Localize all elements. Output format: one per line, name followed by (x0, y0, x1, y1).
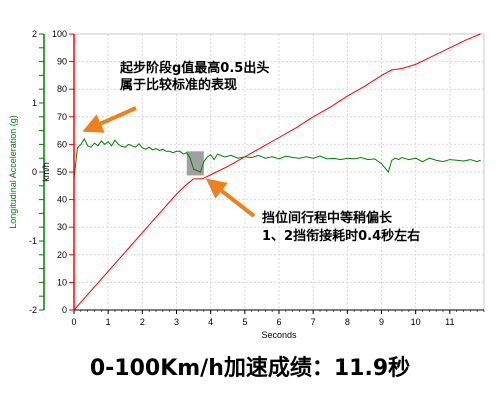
annotation-shift-arrow (205, 178, 256, 218)
annotation-launch-arrow (82, 106, 137, 133)
x-tick-label: 8 (345, 317, 350, 327)
x-tick-label: 1 (106, 317, 111, 327)
x-tick-label: 11 (445, 317, 454, 327)
x-axis-title: Seconds (261, 330, 297, 340)
speed-tick-label: 30 (57, 222, 67, 232)
acceleration-chart: 0 1 2 3 4 5 6 7 8 9 10 11 Seconds -2 -1 0 1 2 Longitudinal… (8, 29, 485, 340)
acceleration-axis-title: Longitudinal Acceleration (g) (8, 115, 18, 229)
x-tick-label: 4 (208, 317, 213, 327)
x-tick-label: 5 (242, 317, 247, 327)
speed-tick-label: 80 (57, 84, 67, 94)
result-caption: 0-100Km/h加速成绩：11.9秒 (89, 356, 411, 381)
speed-tick-label: 70 (57, 112, 67, 122)
speed-series-line (73, 33, 481, 311)
speed-tick-label: 20 (57, 250, 67, 260)
acceleration-tick-label: 1 (32, 98, 37, 108)
speed-tick-label: 40 (57, 195, 67, 205)
x-tick-label: 3 (174, 317, 179, 327)
annotation-shift-line: 挡位间行程中等稍偏长 (262, 210, 393, 226)
acceleration-series-line (73, 137, 481, 179)
x-tick-label: 10 (411, 317, 421, 327)
annotation-launch-line: 属于比较标准的表现 (120, 77, 237, 93)
acceleration-tick-label: -1 (29, 236, 37, 246)
x-tick-label: 6 (276, 317, 281, 327)
acceleration-tick-label: 0 (32, 167, 37, 177)
x-tick-label: 2 (140, 317, 145, 327)
annotation-launch-text: 起步阶段g值最高0.5出头属于比较标准的表现 (119, 60, 269, 93)
speed-axis-title: km/h (41, 162, 51, 182)
speed-tick-label: 0 (62, 305, 67, 315)
shift-highlight (186, 151, 204, 176)
speed-tick-label: 10 (57, 277, 67, 287)
speed-tick-label: 100 (52, 29, 67, 39)
annotation-launch-line: 起步阶段g值最高0.5出头 (119, 60, 269, 76)
acceleration-tick-label: 2 (32, 29, 37, 39)
x-tick-label: 7 (311, 317, 316, 327)
annotation-shift-text: 挡位间行程中等稍偏长 1、2挡衔接耗时0.4秒左右 (262, 210, 420, 244)
speed-tick-label: 60 (57, 139, 67, 149)
x-tick-label: 9 (379, 317, 384, 327)
acceleration-tick-label: -2 (29, 305, 37, 315)
annotation-shift-line: 1、2挡衔接耗时0.4秒左右 (262, 228, 420, 244)
speed-tick-label: 50 (57, 167, 67, 177)
x-tick-label: 0 (71, 317, 76, 327)
speed-tick-label: 90 (57, 57, 67, 67)
